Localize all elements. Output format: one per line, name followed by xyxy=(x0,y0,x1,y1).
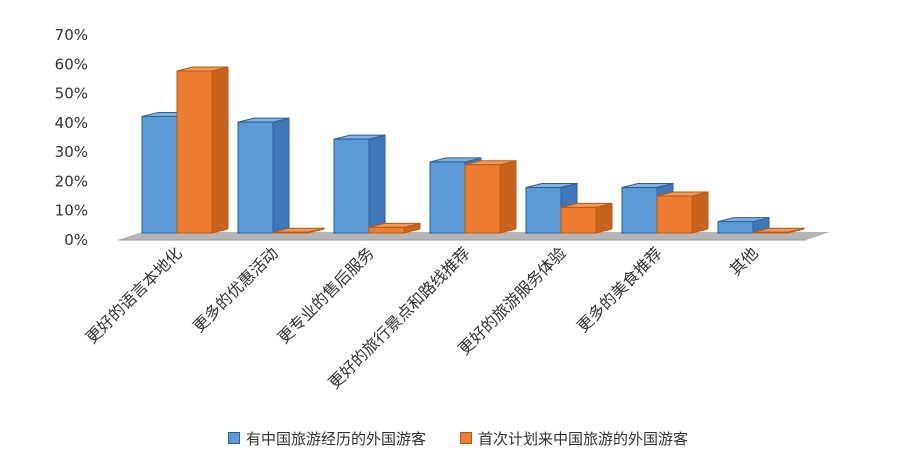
bar-front-face xyxy=(752,231,789,234)
y-tick-label: 30% xyxy=(55,143,88,161)
bar-side-face xyxy=(499,160,517,234)
bar-series-2 xyxy=(560,202,613,234)
bar-front-face xyxy=(429,161,466,234)
legend-swatch-series-2 xyxy=(460,432,472,444)
bar-front-face xyxy=(141,115,178,234)
bar-front-face xyxy=(464,164,501,234)
bar-series-1 xyxy=(333,134,386,234)
bar-side-face xyxy=(211,66,229,234)
bar-front-face xyxy=(656,195,693,234)
y-tick-label: 40% xyxy=(55,114,88,132)
y-tick-label: 70% xyxy=(55,26,88,44)
bar-front-face xyxy=(176,70,213,234)
bar-series-1 xyxy=(237,117,290,234)
bar-front-face xyxy=(621,187,658,234)
bar-side-face xyxy=(691,191,709,234)
legend-label-series-1: 有中国旅游经历的外国游客 xyxy=(245,429,426,448)
category-label: 更多的优惠活动 xyxy=(189,243,282,336)
y-tick-label: 60% xyxy=(55,55,88,73)
bar-front-face xyxy=(525,187,562,234)
bar-front-face xyxy=(717,221,754,234)
bar-series-2 xyxy=(752,227,805,234)
bar-side-face xyxy=(272,117,290,234)
category-label: 更好的语言本地化 xyxy=(82,243,186,347)
bar-series-2 xyxy=(368,222,421,234)
bar-side-face xyxy=(368,134,386,234)
bar-front-face xyxy=(560,206,597,234)
legend-item-series-1: 有中国旅游经历的外国游客 xyxy=(227,428,426,449)
bar-front-face xyxy=(333,138,370,234)
legend-label-series-2: 首次计划来中国旅游的外国游客 xyxy=(478,429,689,448)
bar-series-2 xyxy=(176,66,229,234)
category-label: 更多的美食推荐 xyxy=(573,243,666,336)
bar-series-2 xyxy=(464,160,517,234)
y-tick-label: 50% xyxy=(55,85,88,103)
category-label: 更专业的售后服务 xyxy=(274,243,378,347)
bar-front-face xyxy=(237,121,274,234)
x-axis: 更好的语言本地化 更多的优惠活动更专业的售后服务更好的旅行景点和路线推荐更好的旅游… xyxy=(82,243,762,392)
bar-side-face xyxy=(595,202,613,234)
bar-front-face xyxy=(368,226,405,234)
y-tick-label: 20% xyxy=(55,172,88,190)
y-tick-label: 0% xyxy=(64,231,88,249)
category-label: 其他 xyxy=(726,243,762,279)
y-axis: 0% 10% 20% 30% 40% 50% 60% 70% xyxy=(55,26,88,249)
y-tick-label: 10% xyxy=(55,202,88,220)
bar-series xyxy=(141,66,805,234)
bar-series-2 xyxy=(272,227,325,234)
chart-floor xyxy=(118,232,830,240)
legend: 有中国旅游经历的外国游客 首次计划来中国旅游的外国游客 xyxy=(0,426,916,450)
bar-front-face xyxy=(272,231,309,234)
legend-item-series-2: 首次计划来中国旅游的外国游客 xyxy=(460,428,688,449)
legend-swatch-series-1 xyxy=(227,432,240,444)
bar-series-2 xyxy=(656,191,709,234)
category-label: 更好的旅游服务体验 xyxy=(455,243,570,358)
